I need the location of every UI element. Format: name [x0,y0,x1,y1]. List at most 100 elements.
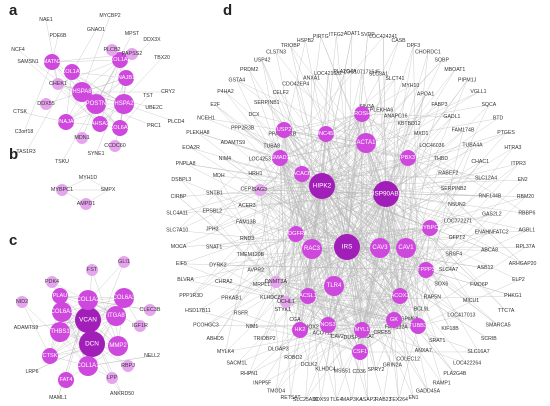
network-edge [385,130,464,195]
node-label: DPF3 [407,43,420,49]
network-edge [262,193,387,384]
node-d-hrh1: HRH1 [248,171,262,177]
node-d-ddx59: DDX59 [312,397,329,403]
node-d-nsun2: NSUN2 [448,202,466,208]
node-d-dcx: DCX [248,112,259,118]
network-edge [405,52,429,249]
node-d-fabp3: FABP3 [431,102,447,108]
node-label: LOC417013 [447,313,475,319]
network-edge [275,52,303,175]
node-d-rap5n: RAP5N [424,295,442,301]
network-edge [275,281,361,353]
network-edge [301,173,393,366]
network-edge [361,113,449,174]
node-label: FABP3 [431,102,447,108]
node-a-col6a3: COL6A3 [109,120,131,136]
node-c-col1a1: COL1A1 [76,356,100,376]
node-label: KLHDC4 [315,366,336,372]
node-d-cav3: CAV3 [370,238,390,258]
network-edge [399,157,409,297]
node-d-mrpl18: MRPL18 [253,282,273,288]
node-d-sqca: SQCA [481,102,496,108]
node-label: CLSTN3 [266,50,286,56]
node-label: EPSBL2 [203,209,223,215]
node-a-dnajb13: DNAJB13 [114,70,138,86]
node-d-rbbp6: RBBP6 [518,211,535,217]
node-d-arhgap20: ARHGAP20 [509,261,537,267]
node-label: BCL9L [414,306,430,312]
node-a-samsn1: SAMSN1 [17,59,38,65]
node-label: TMOD4 [267,388,285,394]
node-d-irs: IRS [334,234,360,260]
node-d-acer3: ACER3 [238,203,255,209]
node-label: TBX20 [154,55,170,61]
node-label: BTD [493,115,504,121]
network-edge [217,246,348,266]
node-label: BLVRA [177,277,194,283]
node-label: LPP [107,375,118,381]
node-c-plau: PLAU [52,288,68,304]
node-label: SCRIB [481,336,497,342]
node-label: PPP2R3B [231,125,255,131]
node-circle [52,78,64,90]
network-edge [299,134,422,331]
network-edge [262,60,348,248]
node-label: MAP3K4 [342,397,363,403]
network-edge [278,319,395,350]
node-d-itpr3: ITPR3 [511,161,526,167]
node-d-hspb2: HSPB2 [297,38,314,44]
network-edge [279,118,499,159]
node-label: MMP2 [109,343,127,349]
node-label: E2F [210,102,220,108]
network-edge [301,113,363,175]
network-edge [65,71,73,123]
node-circle [78,356,98,376]
network-edge [232,143,348,248]
node-label: FMO6P [470,282,488,288]
node-label: DCLK2 [301,362,318,368]
network-edge [346,72,362,248]
node-d-thbd: THBD [434,156,448,162]
network-edge [231,113,363,299]
node-label: SERPINB2 [441,186,467,192]
network-edge [294,248,313,320]
node-label: JPH3 [206,227,219,233]
node-d-slc4a7: SLC4A7 [439,267,458,273]
network-edge [262,329,363,384]
node-label: NAE1 [39,17,53,23]
network-edge [301,173,487,179]
node-d-pnpla8: PNPLA8 [176,161,196,167]
node-circle [386,312,402,328]
network-edge [282,246,348,311]
node-label: MBOAT1 [444,67,465,73]
node-circle [370,238,390,258]
network-edge [346,116,453,248]
node-circle [324,276,344,296]
node-label: COL1A1 [76,363,100,369]
node-d-unc45b: UNC45B [315,126,337,142]
node-label: KLHDC8B [260,295,284,301]
node-circle [56,184,68,196]
node-circle [44,54,60,70]
network-edge [385,52,429,195]
node-d-usp2: USP2 [276,122,292,138]
node-d-fam174b: FAM174B [452,128,475,134]
node-label: USP42 [254,58,271,64]
network-edge [321,173,449,187]
node-label: ITGA8 [107,313,125,319]
node-d-snat1: SNAT1 [206,245,222,251]
node-d-usp42: USP42 [254,58,271,64]
node-label: CD36 [352,369,365,375]
node-label: DDX55 [37,101,54,107]
node-circle [294,166,310,182]
node-d-p4ha2: P4HA2 [217,89,234,95]
network-edge [321,185,490,197]
node-a-c3orf18: C3orf18 [15,129,34,135]
network-edge [327,74,363,331]
node-d-gsta4: GSTA4 [229,77,246,83]
node-layer: MATN2COL1A2CHEK1HSPA8DNAJB13COL1A1PAPSS2… [11,13,536,403]
node-d-nim4: NIM4 [219,156,232,162]
network-edge [365,142,414,399]
node-label: CAV1 [398,245,414,251]
network-edge [413,45,419,327]
